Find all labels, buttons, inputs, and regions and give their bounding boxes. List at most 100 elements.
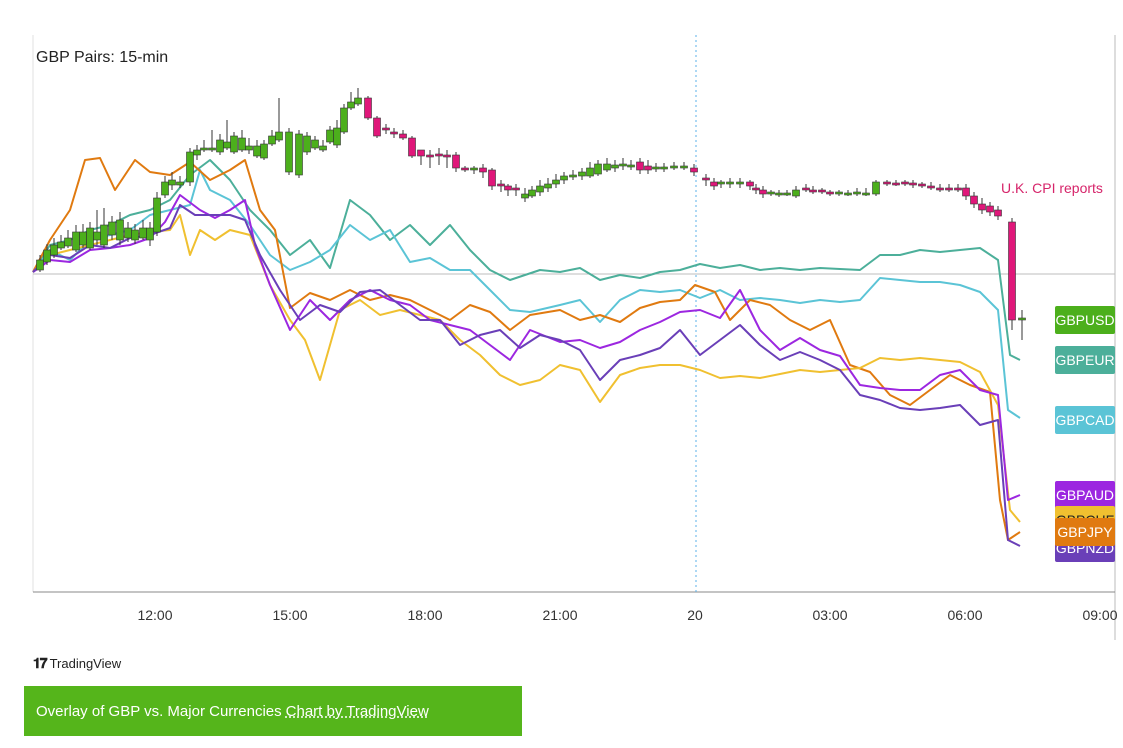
candle-body: [43, 249, 51, 263]
candle-body: [702, 177, 710, 181]
candle-body: [57, 241, 65, 249]
candle-body: [285, 131, 293, 173]
candle-body: [528, 189, 536, 197]
candle-body: [660, 166, 668, 170]
candle-body: [311, 139, 319, 149]
svg-text:GBPAUD: GBPAUD: [1056, 487, 1114, 503]
candle-body: [936, 187, 944, 191]
candle-body: [470, 167, 478, 171]
candle-body: [260, 143, 268, 159]
candle-body: [479, 167, 487, 173]
tradingview-icon: 𝟏𝟕: [33, 655, 48, 671]
candle-body: [578, 171, 586, 177]
candle-body: [443, 154, 451, 158]
candle-body: [767, 191, 775, 195]
candle-body: [759, 189, 767, 195]
candle-body: [176, 181, 184, 186]
x-tick-label: 12:00: [137, 607, 172, 623]
candle-body: [892, 182, 900, 186]
caption-link[interactable]: Chart by TradingView: [285, 702, 429, 720]
legend-label-gbpcad: GBPCAD: [1055, 406, 1115, 434]
candle-body: [552, 179, 560, 185]
candle-body: [680, 165, 688, 169]
legend-label-gbpaud: GBPAUD: [1055, 481, 1115, 509]
candle-body: [79, 231, 87, 246]
candle-body: [536, 185, 544, 193]
candle-body: [303, 135, 311, 153]
candle-body: [569, 174, 577, 178]
candle-body: [64, 237, 72, 247]
candle-body: [636, 161, 644, 171]
candle-body: [792, 189, 800, 197]
candle-body: [340, 107, 348, 133]
legend-label-gbpeur: GBPEUR: [1055, 346, 1115, 374]
candle-body: [275, 131, 283, 141]
x-tick-label: 03:00: [812, 607, 847, 623]
candle-body: [208, 147, 216, 151]
candle-body: [488, 169, 496, 187]
candle-body: [223, 141, 231, 149]
candle-body: [775, 192, 783, 196]
x-tick-label: 09:00: [1082, 607, 1117, 623]
candle-body: [168, 179, 176, 186]
svg-text:GBPEUR: GBPEUR: [1055, 352, 1114, 368]
brand-label: TradingView: [49, 656, 122, 671]
caption-banner[interactable]: Overlay of GBP vs. Major Currencies Char…: [24, 686, 522, 736]
candle-body: [862, 192, 870, 196]
series-line-gbpnzd: [32, 204, 1021, 547]
candle-body: [627, 164, 635, 168]
candle-body: [72, 231, 80, 251]
candle-body: [690, 167, 698, 173]
candle-body: [193, 149, 201, 156]
candle-body: [347, 101, 355, 109]
candle-body: [326, 129, 334, 143]
candle-body: [835, 191, 843, 195]
candle-body: [36, 259, 44, 271]
cpi-annotation: U.K. CPI reports: [1001, 180, 1103, 196]
candle-body: [373, 117, 381, 137]
candle-body: [512, 187, 520, 191]
candle-body: [818, 189, 826, 193]
candle-body: [253, 145, 261, 157]
candle-body: [245, 145, 253, 151]
candle-body: [417, 149, 425, 157]
candle-body: [50, 244, 58, 256]
candle-body: [994, 209, 1002, 217]
candle-body: [1008, 221, 1016, 321]
candle-body: [970, 195, 978, 205]
candle-body: [139, 227, 147, 239]
candle-body: [153, 197, 161, 233]
candle-body: [186, 151, 194, 183]
candle-body: [161, 181, 169, 196]
candle-body: [736, 181, 744, 185]
candle-body: [116, 219, 124, 241]
candle-body: [954, 187, 962, 191]
candle-body: [945, 187, 953, 191]
candle-body: [390, 131, 398, 135]
candle-body: [452, 154, 460, 169]
candle-body: [93, 231, 101, 241]
candle-body: [883, 181, 891, 185]
candle-body: [809, 189, 817, 193]
tradingview-logo: 𝟏𝟕 TradingView: [33, 655, 121, 672]
candle-body: [927, 185, 935, 189]
candle-body: [826, 191, 834, 195]
series-line-gbpeur: [32, 159, 1021, 361]
candle-body: [717, 181, 725, 185]
candle-body: [200, 147, 208, 151]
candle-body: [268, 135, 276, 145]
legend-label-gbpusd: GBPUSD: [1055, 306, 1115, 334]
candle-body: [652, 166, 660, 170]
candle-body: [872, 181, 880, 195]
candle-body: [619, 163, 627, 167]
candle-body: [399, 133, 407, 139]
candle-body: [594, 163, 602, 175]
candle-body: [909, 182, 917, 186]
candle-body: [124, 227, 132, 239]
candle-body: [918, 183, 926, 187]
candle-body: [238, 137, 246, 151]
candle-body: [644, 165, 652, 171]
caption-text: Overlay of GBP vs. Major Currencies: [36, 702, 282, 720]
candle-body: [802, 187, 810, 191]
candle-body: [962, 187, 970, 197]
